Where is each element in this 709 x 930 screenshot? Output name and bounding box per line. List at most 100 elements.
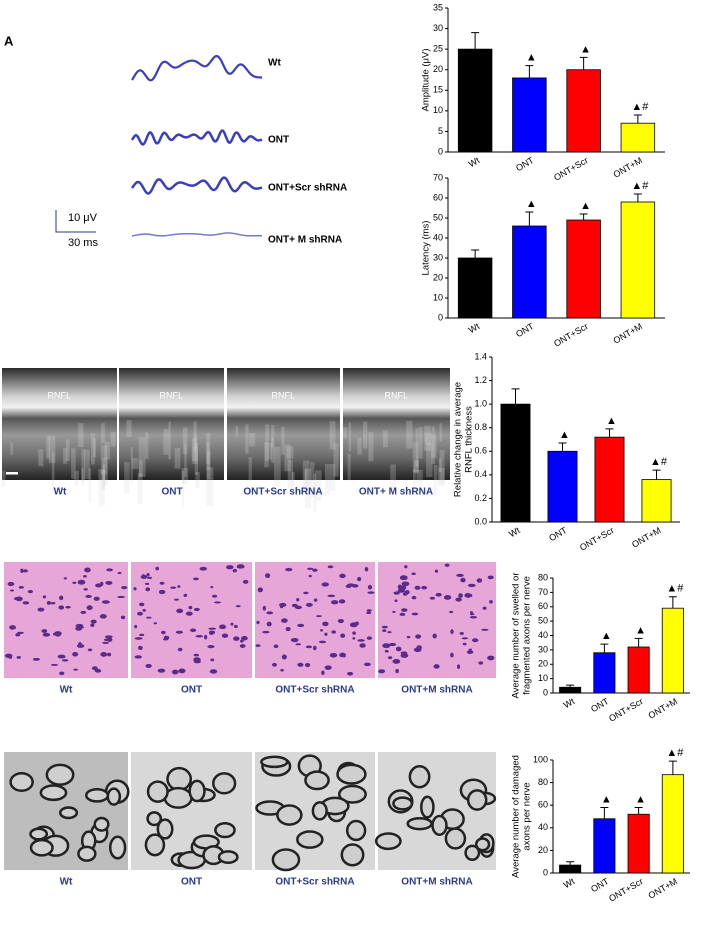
y-tick-label: 100 bbox=[533, 754, 548, 764]
axon bbox=[466, 789, 488, 811]
oct-speck bbox=[329, 464, 336, 492]
oct-speck bbox=[431, 426, 436, 465]
x-tick-label: ONT+M bbox=[647, 876, 680, 901]
nucleus bbox=[392, 659, 401, 664]
x-tick-label: ONT bbox=[589, 696, 611, 714]
oct-speck bbox=[424, 425, 431, 451]
oct-speck bbox=[245, 424, 249, 454]
bar bbox=[512, 225, 547, 319]
nucleus bbox=[285, 567, 293, 572]
significance: ▲# bbox=[631, 101, 649, 113]
error-bar bbox=[558, 442, 567, 452]
axon bbox=[163, 786, 193, 809]
scale-bar bbox=[55, 210, 96, 233]
nucleus bbox=[73, 668, 78, 671]
nucleus bbox=[308, 574, 312, 578]
nucleus bbox=[242, 579, 249, 584]
oct-speck bbox=[88, 468, 92, 503]
nucleus bbox=[455, 597, 462, 602]
oct-speck bbox=[206, 441, 210, 465]
y-tick-label: 20 bbox=[538, 845, 548, 855]
nucleus bbox=[364, 566, 369, 572]
oct-speck bbox=[426, 443, 433, 478]
nucleus bbox=[20, 568, 24, 573]
axon bbox=[464, 844, 481, 862]
nucleus bbox=[472, 638, 479, 643]
nucleus bbox=[137, 645, 143, 651]
x-tick-label: ONT+Scr bbox=[552, 155, 590, 183]
nucleus bbox=[355, 621, 359, 626]
oct-speck bbox=[174, 447, 181, 469]
nucleus bbox=[177, 585, 181, 588]
nucleus bbox=[175, 630, 184, 634]
nucleus bbox=[378, 669, 386, 674]
nucleus bbox=[86, 605, 93, 611]
oct-speck bbox=[413, 460, 419, 474]
error-bar bbox=[600, 643, 609, 653]
nucleus bbox=[72, 581, 77, 584]
nucleus bbox=[9, 625, 17, 630]
nucleus bbox=[366, 609, 372, 612]
significance: ▲ bbox=[606, 415, 617, 427]
nucleus bbox=[142, 608, 146, 612]
wave-label: ONT+Scr shRNA bbox=[268, 183, 347, 194]
x-tick-label: ONT bbox=[514, 155, 536, 173]
nucleus bbox=[240, 639, 244, 643]
axon bbox=[85, 787, 110, 803]
error-bar bbox=[600, 806, 609, 819]
y-tick-label: 0.0 bbox=[474, 516, 487, 526]
oct-speck bbox=[416, 469, 423, 486]
oct-speck bbox=[182, 470, 185, 508]
nucleus bbox=[401, 585, 407, 590]
axon bbox=[345, 819, 367, 842]
oct-speck bbox=[390, 464, 396, 490]
oct-speck bbox=[191, 438, 198, 462]
axon bbox=[29, 827, 49, 841]
oct-image bbox=[343, 368, 450, 480]
y-tick-label: 0.2 bbox=[474, 493, 487, 503]
nucleus bbox=[401, 581, 410, 587]
bar bbox=[620, 201, 656, 319]
nucleus bbox=[331, 630, 336, 634]
oct-speck bbox=[412, 442, 419, 473]
y-axis-label: fragmented axons per nerve bbox=[522, 576, 533, 695]
nucleus bbox=[117, 571, 122, 575]
axon bbox=[260, 755, 289, 769]
bar bbox=[661, 774, 684, 874]
nucleus bbox=[146, 616, 152, 619]
oct-speck bbox=[304, 469, 307, 484]
nucleus bbox=[366, 636, 373, 640]
x-tick-label: Wt bbox=[467, 321, 482, 335]
nucleus bbox=[476, 578, 483, 583]
nucleus bbox=[160, 630, 166, 635]
image-label: Wt bbox=[54, 487, 67, 498]
axon bbox=[144, 833, 166, 857]
bar bbox=[593, 818, 616, 874]
nucleus bbox=[78, 642, 82, 647]
nucleus bbox=[449, 610, 454, 614]
nucleus bbox=[63, 577, 68, 580]
y-tick-label: 25 bbox=[433, 44, 443, 54]
nucleus bbox=[411, 612, 419, 616]
nucleus bbox=[462, 642, 467, 646]
nucleus bbox=[414, 585, 421, 590]
oct-speck bbox=[206, 467, 214, 507]
waveform bbox=[131, 55, 262, 82]
bar bbox=[594, 436, 625, 523]
bar bbox=[512, 77, 547, 153]
error-bar bbox=[566, 861, 575, 866]
image-label: ONT bbox=[181, 685, 202, 696]
oct-speck bbox=[368, 432, 374, 462]
scale-bar bbox=[6, 472, 18, 475]
significance: ▲# bbox=[631, 180, 649, 192]
oct-speck bbox=[438, 458, 442, 472]
y-tick-label: 10 bbox=[433, 105, 443, 115]
oct-speck bbox=[78, 422, 84, 448]
nucleus bbox=[397, 588, 406, 593]
nucleus bbox=[318, 640, 327, 644]
y-axis-label: axons per nerve bbox=[522, 782, 533, 850]
nucleus bbox=[402, 592, 408, 596]
y-tick-label: 80 bbox=[538, 777, 548, 787]
nucleus bbox=[395, 646, 402, 652]
oct-speck bbox=[313, 473, 317, 512]
